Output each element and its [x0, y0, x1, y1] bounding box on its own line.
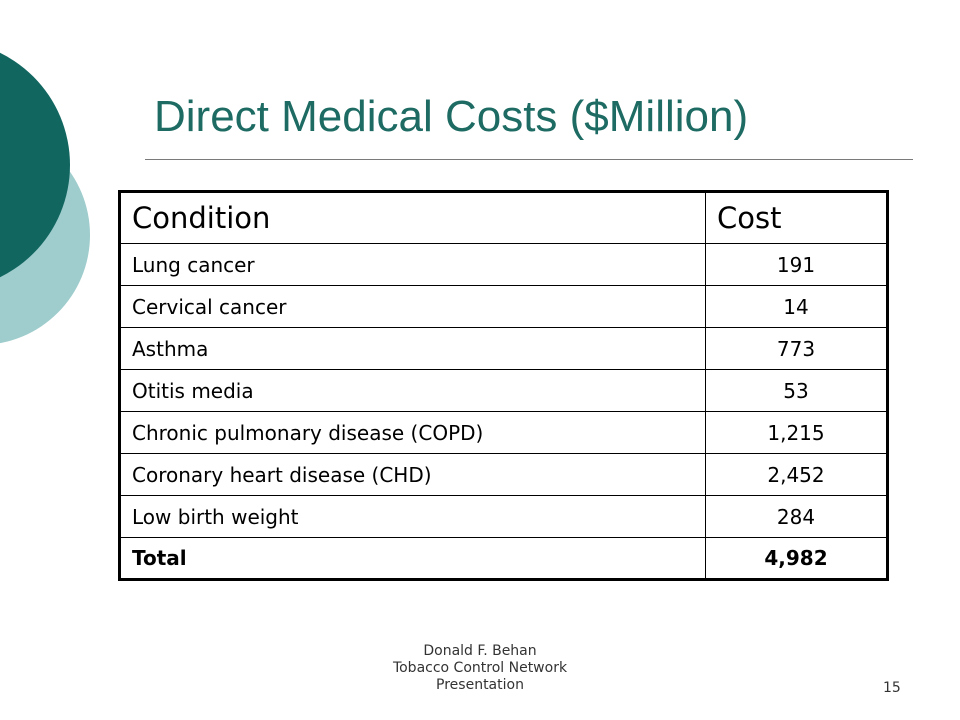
cost-cell: 2,452	[705, 453, 888, 496]
costs-table: Condition Cost Lung cancer 191 Cervical …	[118, 190, 889, 581]
condition-cell: Cervical cancer	[119, 285, 706, 328]
decorative-dark-circle	[0, 52, 70, 278]
total-label: Total	[119, 537, 706, 580]
slide-title: Direct Medical Costs ($Million)	[154, 92, 749, 141]
condition-cell: Chronic pulmonary disease (COPD)	[119, 411, 706, 454]
title-divider	[145, 159, 913, 160]
condition-cell: Coronary heart disease (CHD)	[119, 453, 706, 496]
column-header-cost: Cost	[705, 191, 888, 244]
footer-line: Tobacco Control Network	[392, 660, 568, 676]
table-row: Chronic pulmonary disease (COPD) 1,215	[119, 411, 888, 454]
cost-cell: 191	[705, 243, 888, 286]
table-header-row: Condition Cost	[119, 191, 888, 244]
slide-footer: Donald F. Behan Tobacco Control Network …	[360, 643, 600, 694]
footer-author: Donald F. Behan	[423, 643, 537, 659]
table-row: Cervical cancer 14	[119, 285, 888, 328]
condition-cell: Low birth weight	[119, 495, 706, 538]
total-row: Total 4,982	[119, 537, 888, 580]
column-header-condition: Condition	[119, 191, 706, 244]
condition-cell: Otitis media	[119, 369, 706, 412]
cost-cell: 53	[705, 369, 888, 412]
cost-cell: 284	[705, 495, 888, 538]
condition-cell: Lung cancer	[119, 243, 706, 286]
footer-line: Presentation	[436, 677, 524, 693]
table-row: Low birth weight 284	[119, 495, 888, 538]
condition-cell: Asthma	[119, 327, 706, 370]
decorative-circles	[0, 52, 90, 344]
table-row: Otitis media 53	[119, 369, 888, 412]
cost-cell: 1,215	[705, 411, 888, 454]
cost-cell: 14	[705, 285, 888, 328]
table-row: Coronary heart disease (CHD) 2,452	[119, 453, 888, 496]
cost-cell: 773	[705, 327, 888, 370]
slide-number: 15	[883, 680, 901, 696]
table-row: Lung cancer 191	[119, 243, 888, 286]
total-cost: 4,982	[705, 537, 888, 580]
table-row: Asthma 773	[119, 327, 888, 370]
